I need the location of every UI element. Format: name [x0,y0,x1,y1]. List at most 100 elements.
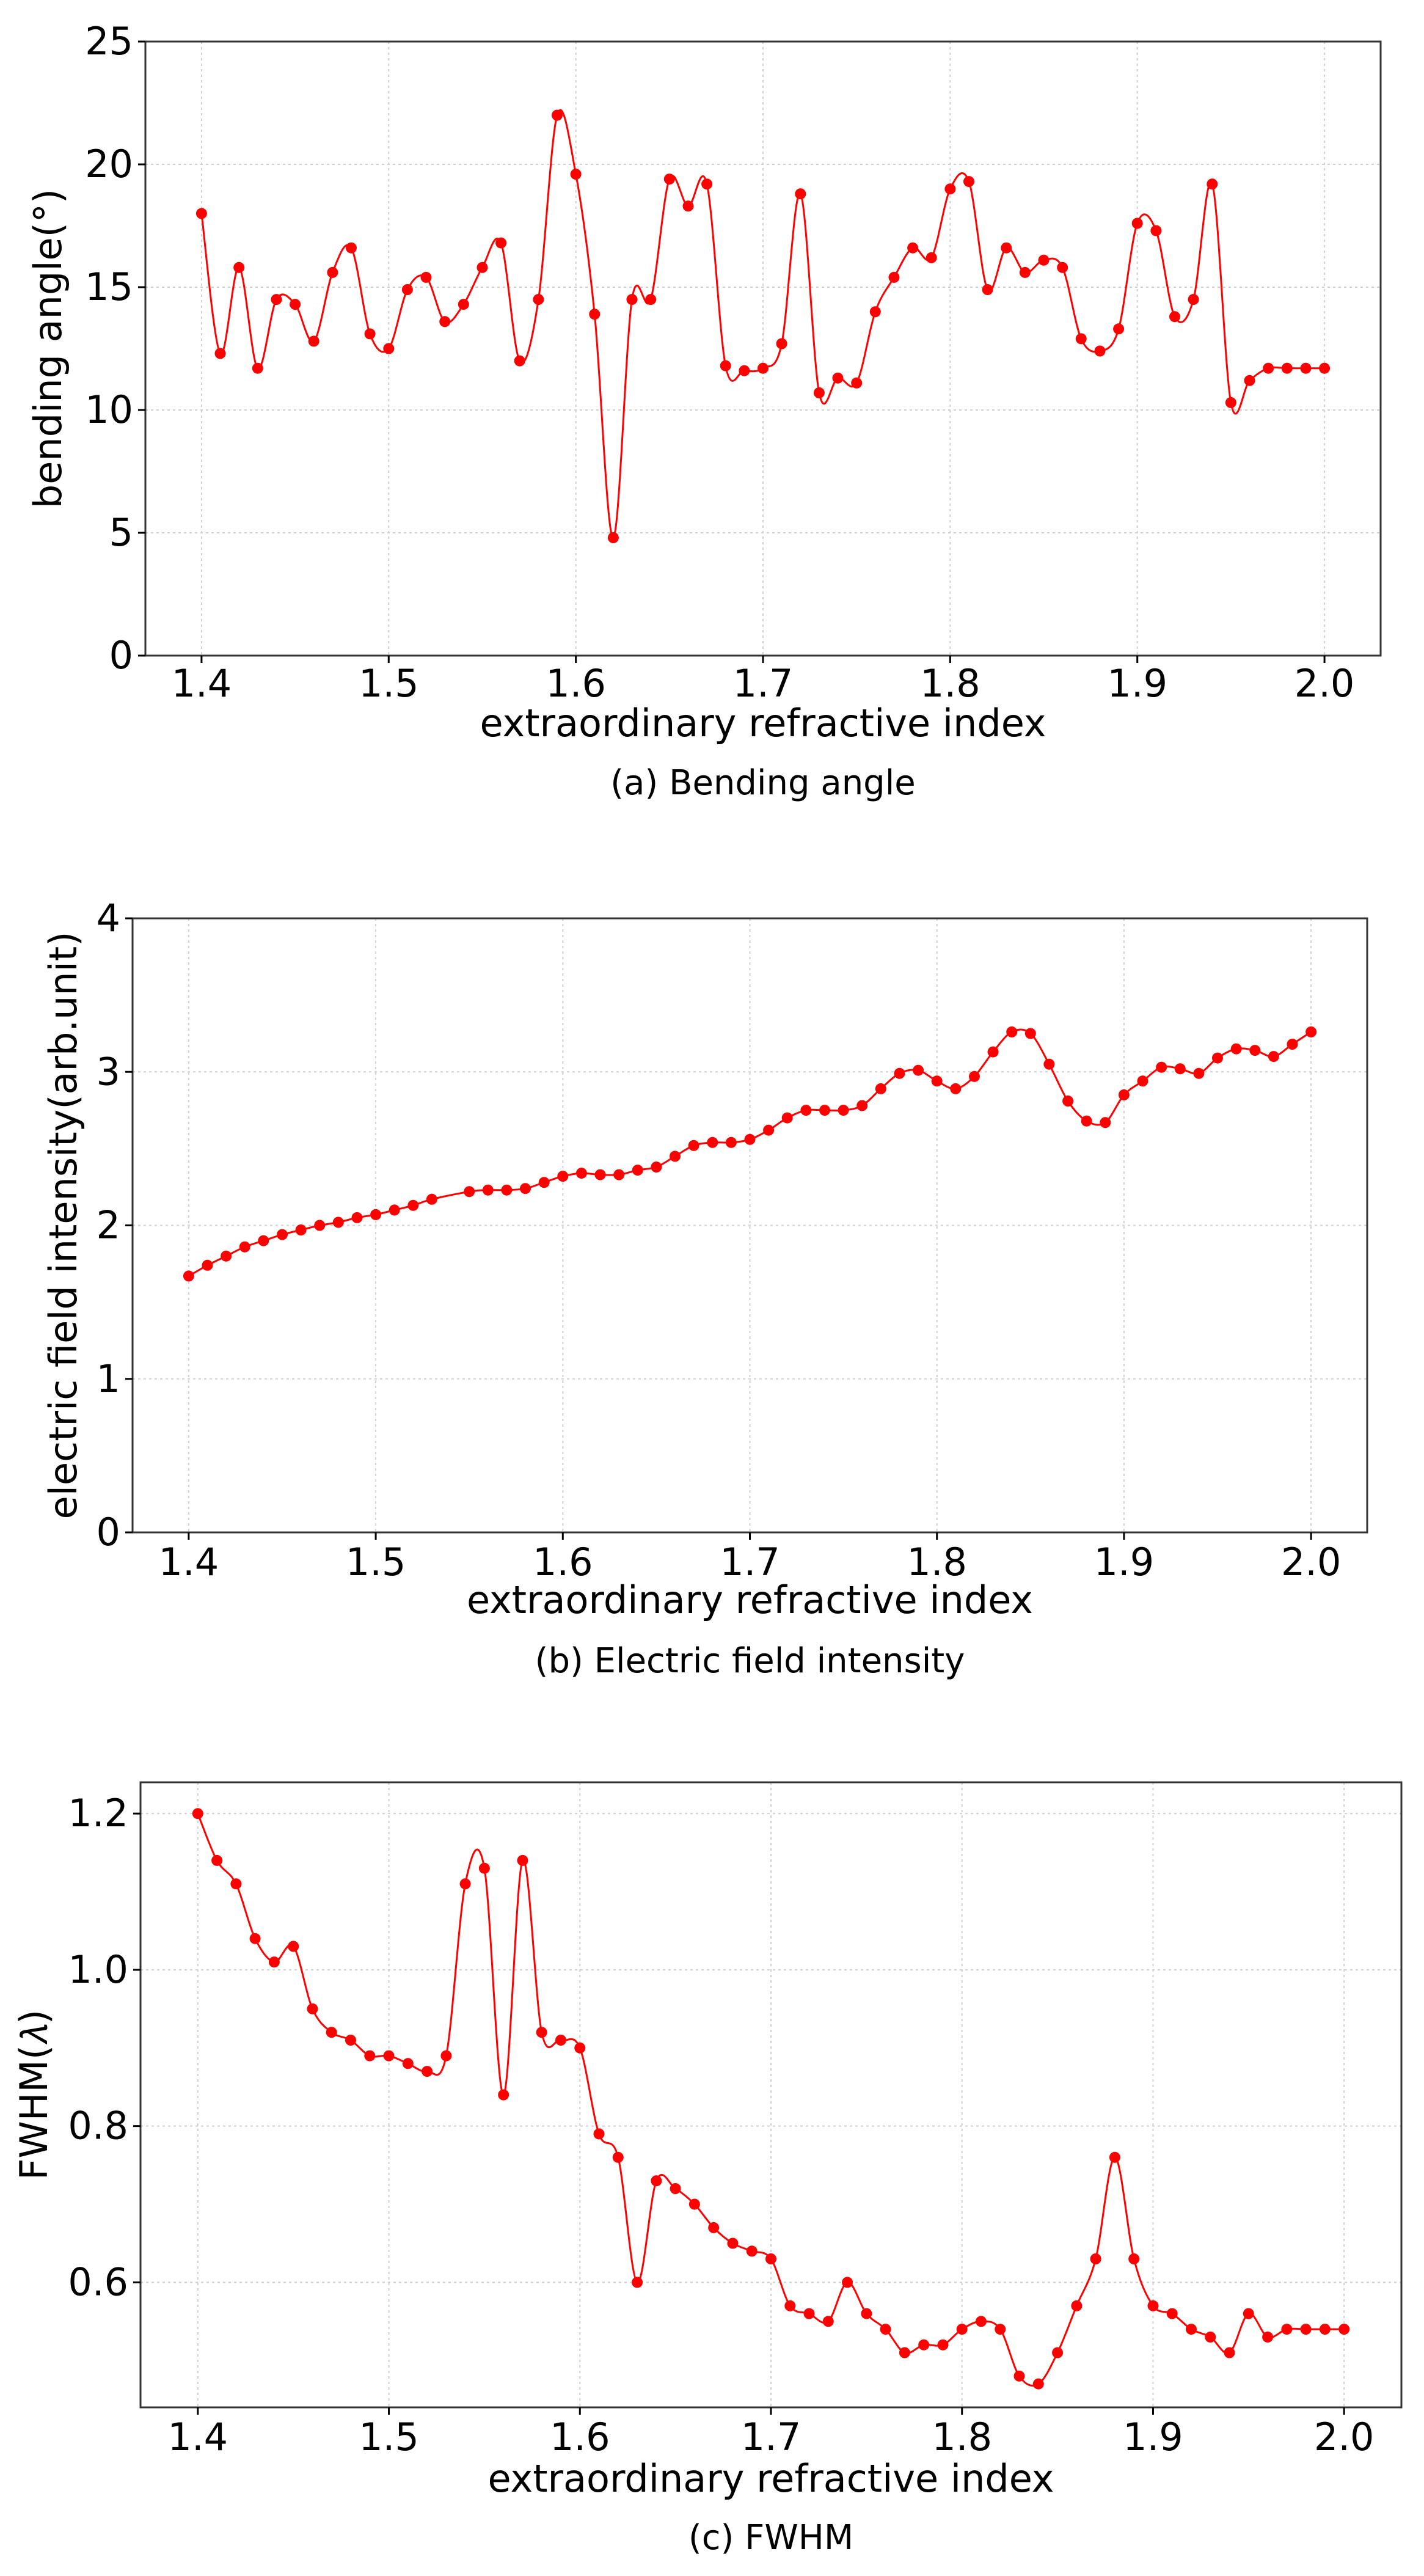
data-point [926,252,937,263]
x-tick-label: 1.6 [533,1540,593,1584]
data-point [1062,1096,1074,1107]
data-point [288,1941,299,1952]
data-point [1174,1063,1186,1075]
data-point [1075,333,1087,345]
data-point [552,109,563,121]
panel-caption: (c) FWHM [688,2518,853,2558]
data-point [1109,2151,1120,2163]
data-point [856,1100,868,1111]
data-point [613,1169,625,1180]
y-axis-title: FWHM(𝜆) [12,2010,56,2180]
data-point [1032,2378,1044,2390]
data-point [663,174,675,185]
data-point [1281,2324,1293,2335]
data-point [459,1878,471,1890]
data-point [1262,2331,1274,2343]
data-point [520,1183,531,1195]
data-point [239,1241,250,1253]
data-point [1024,1028,1036,1039]
data-point [364,328,376,340]
data-point [271,294,282,306]
data-point [720,360,731,371]
data-point [651,1162,662,1173]
data-point [327,266,338,278]
y-axis-title: bending angle(°) [26,189,70,508]
data-point [707,1136,718,1148]
data-point [1169,311,1180,323]
data-point [211,1854,223,1866]
data-point [795,188,806,200]
data-point [183,1270,194,1282]
y-tick-label: 15 [85,265,133,309]
data-point [651,2175,662,2187]
data-point [252,362,263,374]
x-tick-label: 1.9 [1094,1540,1155,1584]
data-point [346,242,357,254]
y-tick-label: 1 [97,1356,120,1401]
y-tick-label: 4 [97,896,120,940]
data-point [1300,2324,1312,2335]
data-point [688,2198,700,2210]
x-tick-label: 1.7 [720,1540,780,1584]
data-point [1188,294,1199,306]
data-point [1281,362,1293,374]
y-tick-label: 3 [97,1049,120,1094]
x-tick-label: 1.6 [550,2415,610,2459]
data-point [214,348,226,359]
data-point [476,262,488,273]
data-point [422,2066,433,2077]
data-point [589,309,601,320]
data-point [894,1067,905,1079]
data-point [1147,2300,1159,2311]
data-point [607,532,619,543]
data-point [533,294,544,306]
y-tick-label: 10 [85,387,133,432]
x-tick-label: 1.5 [359,661,419,706]
data-point [822,2316,834,2327]
data-point [1186,2324,1197,2335]
y-tick-label: 0.6 [68,2259,128,2304]
x-tick-label: 2.0 [1281,1540,1342,1584]
data-point [192,1808,203,1820]
y-tick-label: 0 [109,633,133,678]
data-point [364,2050,376,2062]
data-point [1131,218,1143,229]
data-point [888,271,900,283]
data-point [295,1224,307,1235]
data-point [842,2277,853,2288]
data-point [963,176,974,188]
data-point [478,1862,490,1874]
data-point [632,2277,643,2288]
data-point [944,183,956,195]
data-point [538,1177,550,1188]
data-point [851,377,863,389]
data-point [1205,2331,1216,2343]
data-point [1224,2347,1235,2358]
data-point [268,1956,280,1968]
data-point [1090,2253,1101,2264]
data-point [1319,362,1331,374]
data-point [1193,1067,1205,1079]
x-tick-label: 1.7 [741,2415,801,2459]
data-point [784,2300,796,2311]
x-tick-label: 1.9 [1123,2415,1183,2459]
data-point [708,2222,720,2233]
data-point [574,2042,586,2054]
x-tick-label: 1.7 [733,661,794,706]
data-point [956,2324,968,2335]
x-axis-title: extraordinary refractive index [480,701,1046,745]
data-point [370,1209,382,1220]
data-point [976,2316,987,2327]
data-point [1244,375,1255,386]
data-point [1128,2253,1140,2264]
data-point [1100,1117,1111,1129]
plot-frame [144,40,1382,657]
y-tick-label: 20 [85,142,133,186]
data-point [1013,2370,1025,2382]
data-point [1156,1061,1167,1073]
data-point [426,1193,437,1205]
data-point [1057,262,1068,273]
data-point [258,1235,269,1246]
data-point [819,1105,830,1116]
